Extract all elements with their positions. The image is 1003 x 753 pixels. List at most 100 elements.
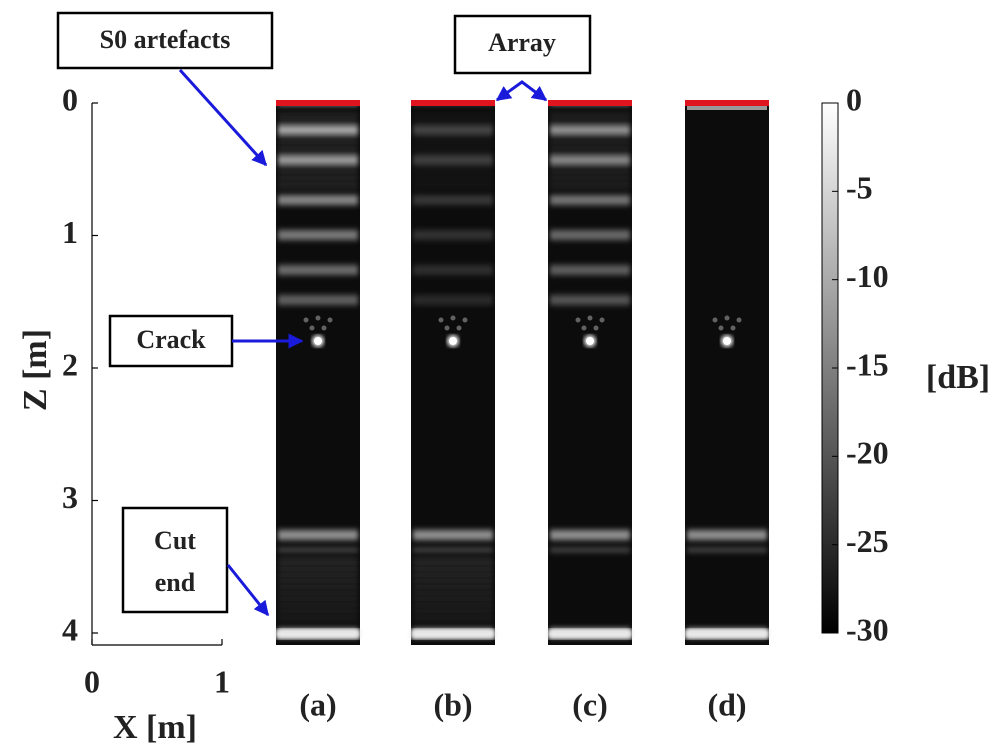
image-band (550, 168, 630, 170)
image-band (550, 132, 630, 134)
colorbar-tick-label: -15 (846, 346, 889, 382)
image-panel: (c) (548, 52, 632, 722)
image-band (413, 548, 493, 552)
image-band (413, 595, 493, 597)
image-band (278, 156, 358, 158)
image-band (278, 150, 358, 152)
image-band (278, 174, 358, 176)
crack-echo (439, 318, 444, 323)
image-band (413, 530, 493, 540)
image-band (413, 265, 493, 275)
image-panel: (a) (276, 52, 360, 722)
array (276, 100, 360, 106)
image-band (276, 629, 360, 639)
image-band (413, 601, 493, 603)
image-band (550, 174, 630, 176)
image-band (278, 595, 358, 597)
image-band (550, 150, 630, 152)
panel-label: (c) (572, 686, 608, 722)
crack-echo (576, 318, 581, 323)
crack-echo (316, 316, 321, 321)
image-band (550, 295, 630, 305)
colorbar-label: [dB] (926, 359, 990, 396)
image-band (411, 629, 495, 639)
image-band (413, 156, 493, 158)
z-tick-label: 3 (62, 479, 78, 515)
crack-spot (449, 337, 457, 345)
crack-echo (310, 326, 315, 331)
image-band (550, 126, 630, 128)
image-band (278, 126, 358, 128)
crack-echo (731, 326, 736, 331)
image-band (413, 150, 493, 152)
colorbar-ticks: 0-5-10-15-20-25-30 (832, 81, 889, 647)
panels: (a) (b) (c) (d) (276, 52, 769, 722)
colorbar-tick-label: -10 (846, 258, 889, 294)
colorbar-tick-label: 0 (846, 81, 862, 117)
image-band (413, 138, 493, 140)
crack-echo (588, 316, 593, 321)
crack-spot (723, 337, 731, 345)
image-band (278, 168, 358, 170)
image-band (413, 565, 493, 567)
panel-label: (d) (707, 686, 746, 722)
image-band (278, 577, 358, 579)
image-band (278, 559, 358, 561)
annotation: end (155, 568, 196, 597)
image-band (278, 601, 358, 603)
image-band (413, 132, 493, 134)
image-band (278, 565, 358, 567)
image-band (278, 265, 358, 275)
x-tick-label: 1 (214, 663, 230, 699)
z-tick-label: 2 (62, 346, 78, 382)
image-band (687, 548, 767, 552)
image-band (550, 180, 630, 182)
crack-echo (304, 318, 309, 323)
image-panel: (d) (685, 100, 769, 722)
image-band (278, 230, 358, 240)
image-band (550, 156, 630, 158)
arrow (180, 70, 266, 165)
image-band (550, 162, 630, 164)
array (411, 100, 495, 106)
image-panel: (b) (411, 52, 495, 722)
image-band (413, 195, 493, 205)
array (685, 100, 769, 106)
image-band (413, 589, 493, 591)
image-band (413, 583, 493, 585)
axes: Z [m] X [m] 0123401 (17, 81, 230, 745)
crack-echo (725, 316, 730, 321)
crack-echo (451, 316, 456, 321)
image-band (413, 120, 493, 122)
image-band (550, 144, 630, 146)
image-band (278, 583, 358, 585)
image-band (413, 559, 493, 561)
image-band (413, 174, 493, 176)
image-band (278, 607, 358, 609)
image-background (685, 103, 769, 645)
colorbar-tick-label: -30 (846, 611, 889, 647)
image-band (413, 168, 493, 170)
image-band (413, 571, 493, 573)
annotation: Crack (136, 325, 206, 354)
image-band (278, 619, 358, 621)
image-band (413, 180, 493, 182)
colorbar-tick-label: -5 (846, 170, 873, 206)
image-band (413, 126, 493, 128)
crack-echo (594, 326, 599, 331)
crack-echo (463, 318, 468, 323)
image-band (685, 629, 769, 639)
image-band (550, 120, 630, 122)
z-axis-label: Z [m] (17, 329, 54, 411)
image-band (413, 230, 493, 240)
image-band (413, 607, 493, 609)
image-band (413, 619, 493, 621)
image-band (413, 186, 493, 188)
crack-echo (737, 318, 742, 323)
arrow (497, 82, 546, 100)
crack-echo (328, 318, 333, 323)
crack-echo (322, 326, 327, 331)
crack-spot (314, 337, 322, 345)
image-band (278, 186, 358, 188)
panel-label: (a) (299, 686, 336, 722)
